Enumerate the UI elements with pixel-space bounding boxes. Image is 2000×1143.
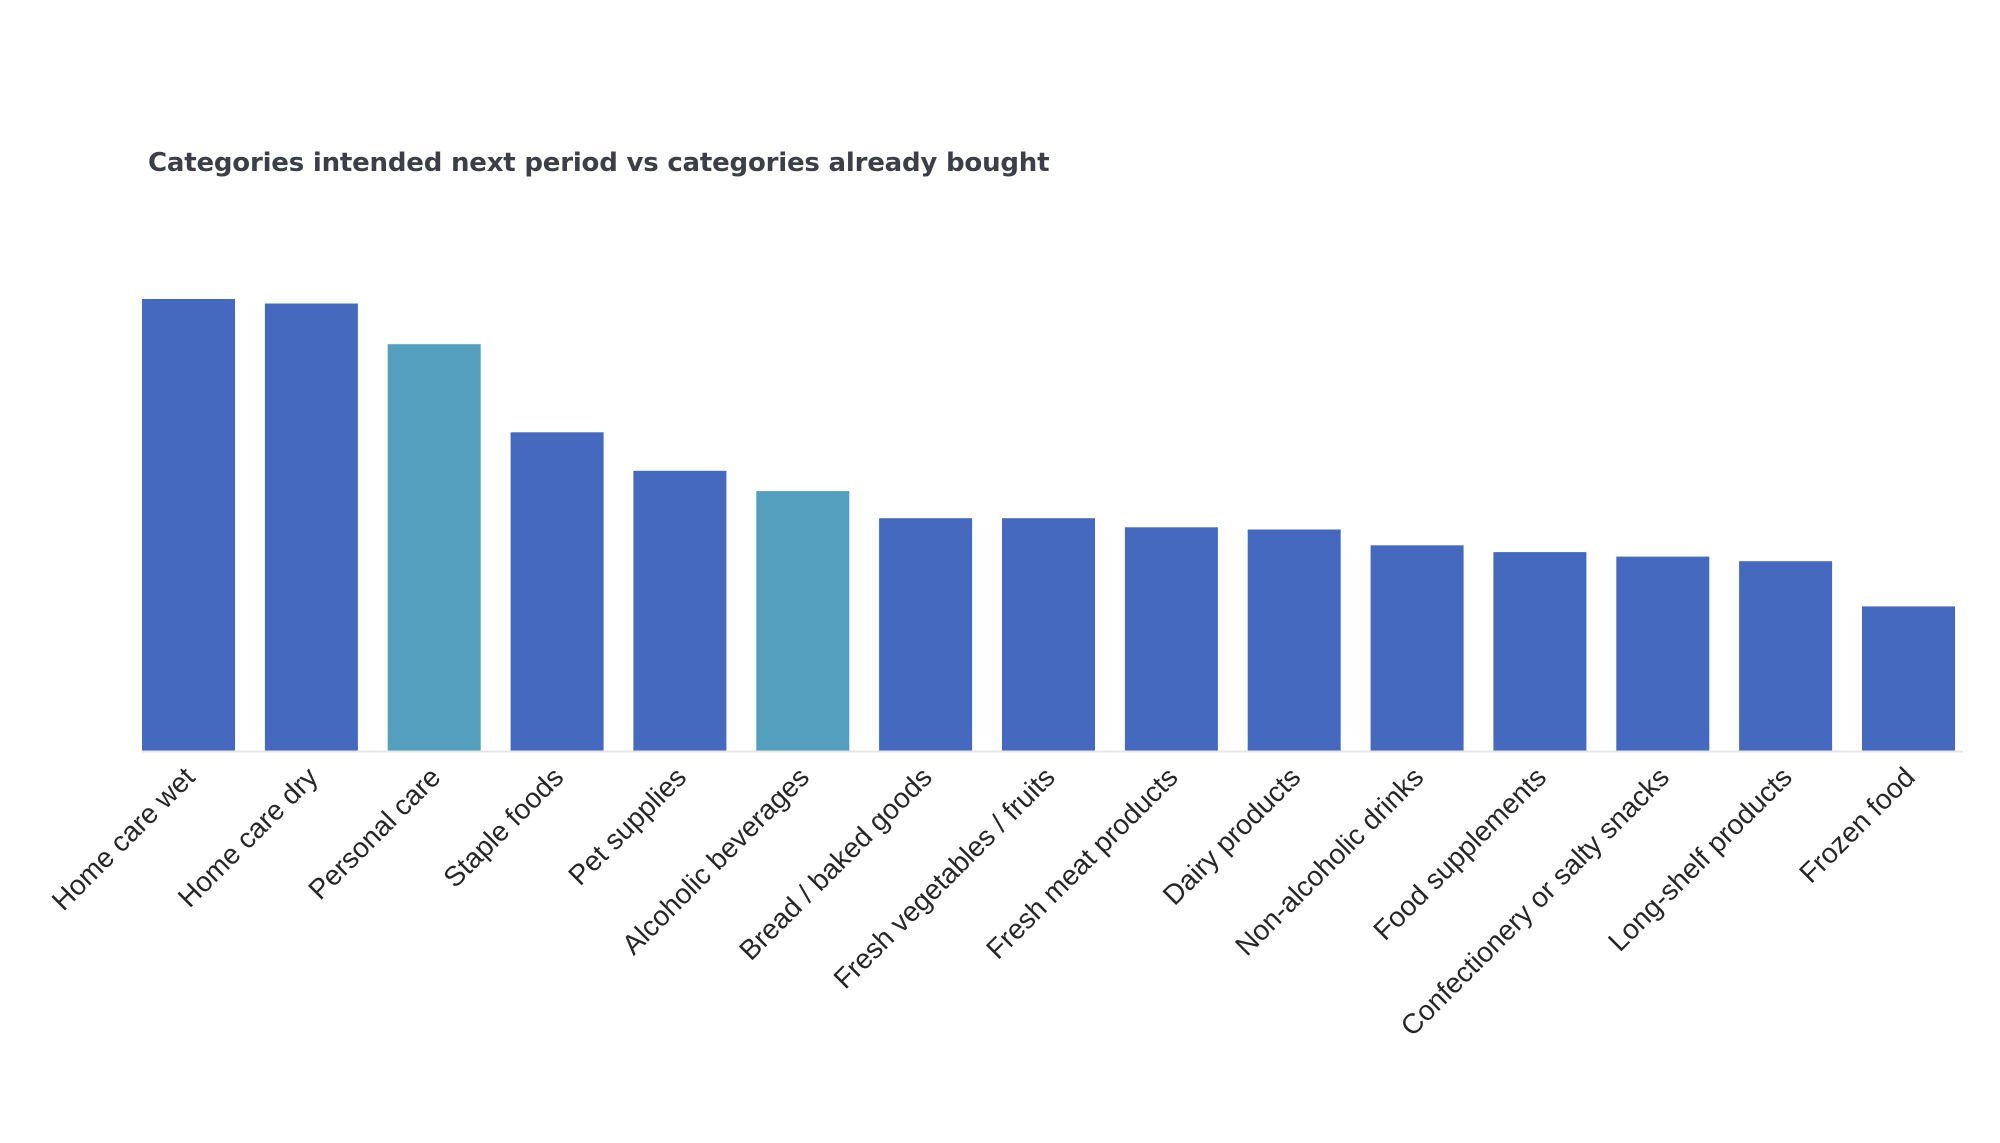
- bar: [1616, 556, 1710, 751]
- bars-group: [142, 299, 1955, 751]
- x-tick-label: Fresh vegetables / fruits: [828, 761, 1061, 994]
- bar: [510, 432, 604, 751]
- x-tick-label: Pet supplies: [562, 761, 692, 891]
- bar: [1493, 552, 1587, 751]
- x-tick-label: Staple foods: [437, 761, 569, 893]
- bar: [1862, 606, 1955, 751]
- bar: [756, 491, 850, 751]
- bar: [1247, 529, 1341, 751]
- bar: [1002, 518, 1095, 751]
- bar: [387, 344, 481, 751]
- x-tick-label: Confectionery or salty snacks: [1395, 761, 1676, 1042]
- bar: [1739, 561, 1833, 751]
- bar: [1370, 545, 1464, 751]
- bar: [633, 470, 727, 751]
- bar: [264, 303, 358, 751]
- bar: [879, 518, 973, 751]
- chart-title: Categories intended next period vs categ…: [148, 148, 1050, 178]
- bar: [1124, 527, 1218, 751]
- x-tick-label: Frozen food: [1793, 761, 1921, 889]
- bar: [142, 299, 235, 751]
- x-tick-label: Personal care: [302, 761, 446, 905]
